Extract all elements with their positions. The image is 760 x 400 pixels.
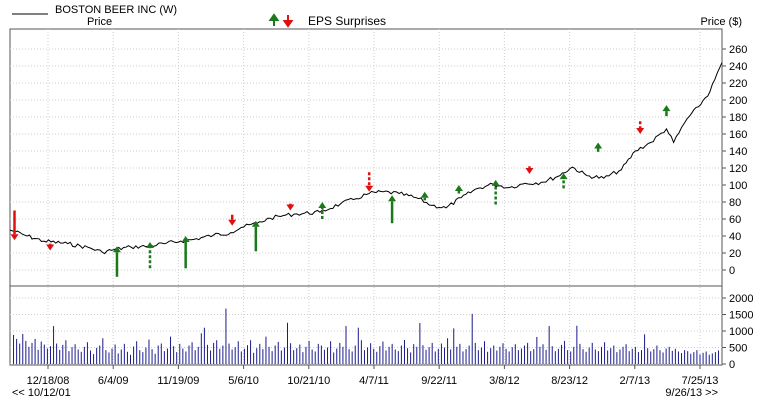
eps-arrow-head (251, 220, 260, 227)
volume-bars (13, 308, 719, 364)
volume-axis-ticks: 0 500 1000 1500 2000 (722, 293, 753, 371)
eps-arrow-head (318, 202, 327, 208)
eps-arrow-head (525, 167, 534, 174)
price-tick-label: 180 (729, 112, 747, 124)
eps-up-arrow (145, 241, 154, 269)
x-tick-label: 9/22/11 (421, 375, 457, 387)
x-tick-label: 8/23/12 (551, 375, 588, 387)
eps-up-arrow (491, 179, 500, 205)
x-tick-label: 3/8/12 (489, 375, 520, 387)
eps-up-arrow (662, 105, 671, 117)
eps-arrow-head (636, 128, 645, 134)
eps-up-arrow (251, 220, 260, 252)
eps-up-arrow (454, 185, 463, 194)
volume-tick-label: 500 (729, 343, 747, 355)
eps-down-arrow (46, 243, 55, 251)
x-tick-label: 12/18/08 (27, 375, 70, 387)
x-grid (47, 29, 701, 365)
volume-tick-label: 1000 (729, 326, 753, 338)
eps-up-arrow (318, 202, 327, 219)
eps-legend-label: EPS Surprises (308, 14, 386, 28)
eps-down-arrow (636, 121, 645, 134)
range-start-label[interactable]: << 10/12/01 (12, 387, 71, 399)
price-legend-label: Price (87, 16, 112, 28)
price-tick-label: 40 (729, 231, 741, 243)
eps-arrow-head (10, 234, 19, 241)
price-tick-label: 100 (729, 180, 747, 192)
eps-up-arrow (420, 191, 429, 201)
eps-arrow-head (112, 246, 121, 253)
price-axis-ticks: 0 20 40 60 80 100 120 140 160 180 200 220 240 260 (722, 44, 747, 277)
eps-arrow-head (286, 204, 295, 211)
x-axis-ticks: 12/18/08 6/4/09 11/19/09 5/6/10 10/21/10 4/7/… (27, 365, 719, 387)
range-end-label[interactable]: 9/26/13 >> (665, 387, 718, 399)
eps-up-arrow (181, 236, 190, 269)
eps-down-arrow (365, 172, 374, 192)
eps-arrow-head (454, 185, 463, 191)
eps-up-arrow (594, 142, 603, 152)
chart-title: BOSTON BEER INC (W) (55, 4, 177, 16)
eps-arrow-head (662, 105, 671, 112)
volume-tick-label: 2000 (729, 293, 753, 305)
eps-up-arrow (388, 195, 397, 224)
y-axis-unit-label: Price ($) (700, 16, 742, 28)
eps-arrow-head (559, 173, 568, 180)
eps-up-arrow (112, 246, 121, 277)
price-tick-label: 200 (729, 95, 747, 107)
eps-down-arrow (525, 166, 534, 174)
eps-up-arrow (559, 173, 568, 189)
x-tick-label: 11/19/09 (157, 375, 199, 387)
price-grid (10, 48, 722, 271)
eps-down-arrow (10, 210, 19, 241)
eps-arrow-head (46, 244, 55, 251)
price-tick-label: 240 (729, 61, 747, 73)
eps-arrow-head (228, 219, 237, 226)
x-tick-label: 2/7/13 (620, 375, 651, 387)
x-tick-label: 6/4/09 (98, 375, 129, 387)
price-tick-label: 260 (729, 44, 747, 56)
eps-arrow-head (365, 185, 374, 192)
eps-arrow-head (491, 179, 500, 186)
price-series-line (9, 62, 723, 255)
price-tick-label: 20 (729, 248, 741, 260)
eps-arrow-head (388, 195, 397, 202)
x-tick-label: 7/25/13 (682, 375, 719, 387)
price-tick-label: 60 (729, 214, 741, 226)
eps-down-arrow (228, 214, 237, 226)
price-tick-label: 80 (729, 197, 741, 209)
price-tick-label: 160 (729, 129, 747, 141)
plot-frame (9, 28, 723, 366)
x-tick-label: 5/6/10 (228, 375, 259, 387)
eps-surprise-arrows (10, 105, 671, 277)
price-tick-label: 0 (729, 265, 735, 277)
volume-grid (10, 297, 722, 365)
price-tick-label: 220 (729, 78, 747, 90)
price-tick-label: 140 (729, 146, 747, 158)
volume-tick-label: 0 (729, 359, 735, 371)
eps-down-arrow (286, 203, 295, 211)
price-tick-label: 120 (729, 163, 747, 175)
x-tick-label: 4/7/11 (359, 375, 389, 387)
x-tick-label: 10/21/10 (287, 375, 330, 387)
eps-arrow-head (420, 191, 429, 198)
eps-arrow-head (181, 236, 190, 242)
volume-tick-label: 1500 (729, 310, 753, 322)
eps-arrow-head (145, 241, 154, 248)
eps-legend-icon (268, 13, 294, 28)
eps-arrow-head (594, 142, 603, 149)
